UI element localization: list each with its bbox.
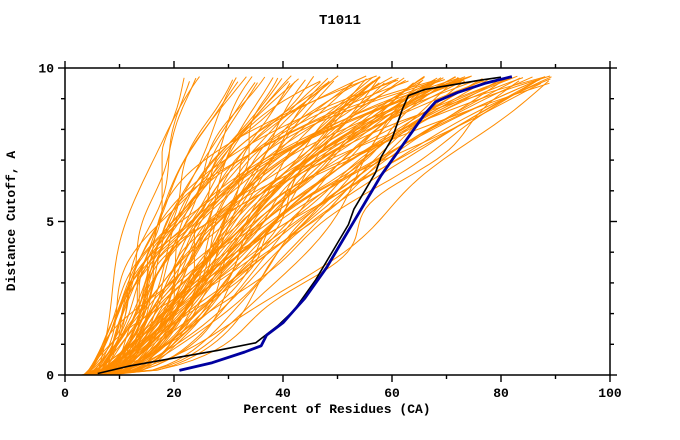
ensemble-curve — [84, 76, 266, 376]
ensemble-curve — [110, 80, 466, 376]
ensemble-curve — [97, 77, 279, 376]
ensemble-curve — [91, 81, 354, 376]
y-tick-label: 10 — [38, 62, 54, 77]
x-tick-label: 80 — [493, 386, 509, 401]
ensemble-curve — [97, 81, 331, 376]
x-axis-label: Percent of Residues (CA) — [243, 402, 430, 417]
ensemble-curve — [90, 80, 321, 376]
ensemble-curve — [96, 82, 445, 376]
x-tick-label: 40 — [275, 386, 291, 401]
ensemble-curve — [95, 79, 436, 376]
chart-title: T1011 — [319, 13, 361, 29]
ensemble-curve — [102, 75, 518, 376]
y-tick-label: 0 — [46, 369, 54, 384]
ensemble-curve — [92, 79, 540, 376]
ensemble-curve — [83, 82, 542, 376]
ensemble-curve — [101, 76, 315, 376]
x-tick-label: 60 — [384, 386, 400, 401]
ensemble-curve — [83, 76, 533, 376]
ensemble-curve — [85, 76, 466, 376]
ensemble-curve — [110, 77, 438, 376]
ensemble-curve — [97, 77, 197, 376]
plot-content-layer: 0 20 40 60 80 100 0 5 10 — [38, 61, 622, 401]
ensemble-curve — [99, 81, 537, 376]
ensemble-curve — [91, 76, 374, 376]
ensemble-curve — [98, 79, 464, 376]
ensemble-curve — [101, 82, 450, 376]
ensemble-curve — [111, 75, 472, 376]
ensemble-curve — [89, 82, 430, 376]
ensemble-curve — [83, 81, 190, 376]
ensemble-curve — [108, 77, 459, 376]
y-tick-label: 5 — [46, 215, 54, 230]
ensemble-curve — [83, 76, 545, 376]
series-highlighted-model-curve-blue — [179, 75, 513, 372]
ensemble-curve — [110, 82, 353, 376]
ensemble-curve — [83, 82, 328, 376]
ensemble-curve — [104, 82, 256, 376]
y-axis-label: Distance Cutoff, A — [4, 151, 19, 292]
x-tick-label: 100 — [598, 386, 622, 401]
ensemble-curve — [95, 76, 200, 376]
series-reference-curve-black — [97, 76, 502, 375]
ensemble-curve — [103, 77, 399, 376]
ensemble-curve — [90, 81, 296, 376]
ensemble-curve — [106, 82, 380, 376]
ensemble-curve — [107, 77, 460, 376]
ensemble-curve — [93, 80, 484, 376]
ensemble-curve — [93, 82, 414, 376]
ensemble-curve — [110, 80, 335, 376]
ensemble-curve — [88, 80, 550, 376]
ensemble-curve — [97, 80, 520, 376]
ensemble-curve — [104, 77, 237, 376]
x-tick-label: 0 — [61, 386, 69, 401]
ensemble-curve — [95, 79, 436, 376]
ensemble-curve — [82, 76, 380, 376]
x-tick-label: 20 — [166, 386, 182, 401]
